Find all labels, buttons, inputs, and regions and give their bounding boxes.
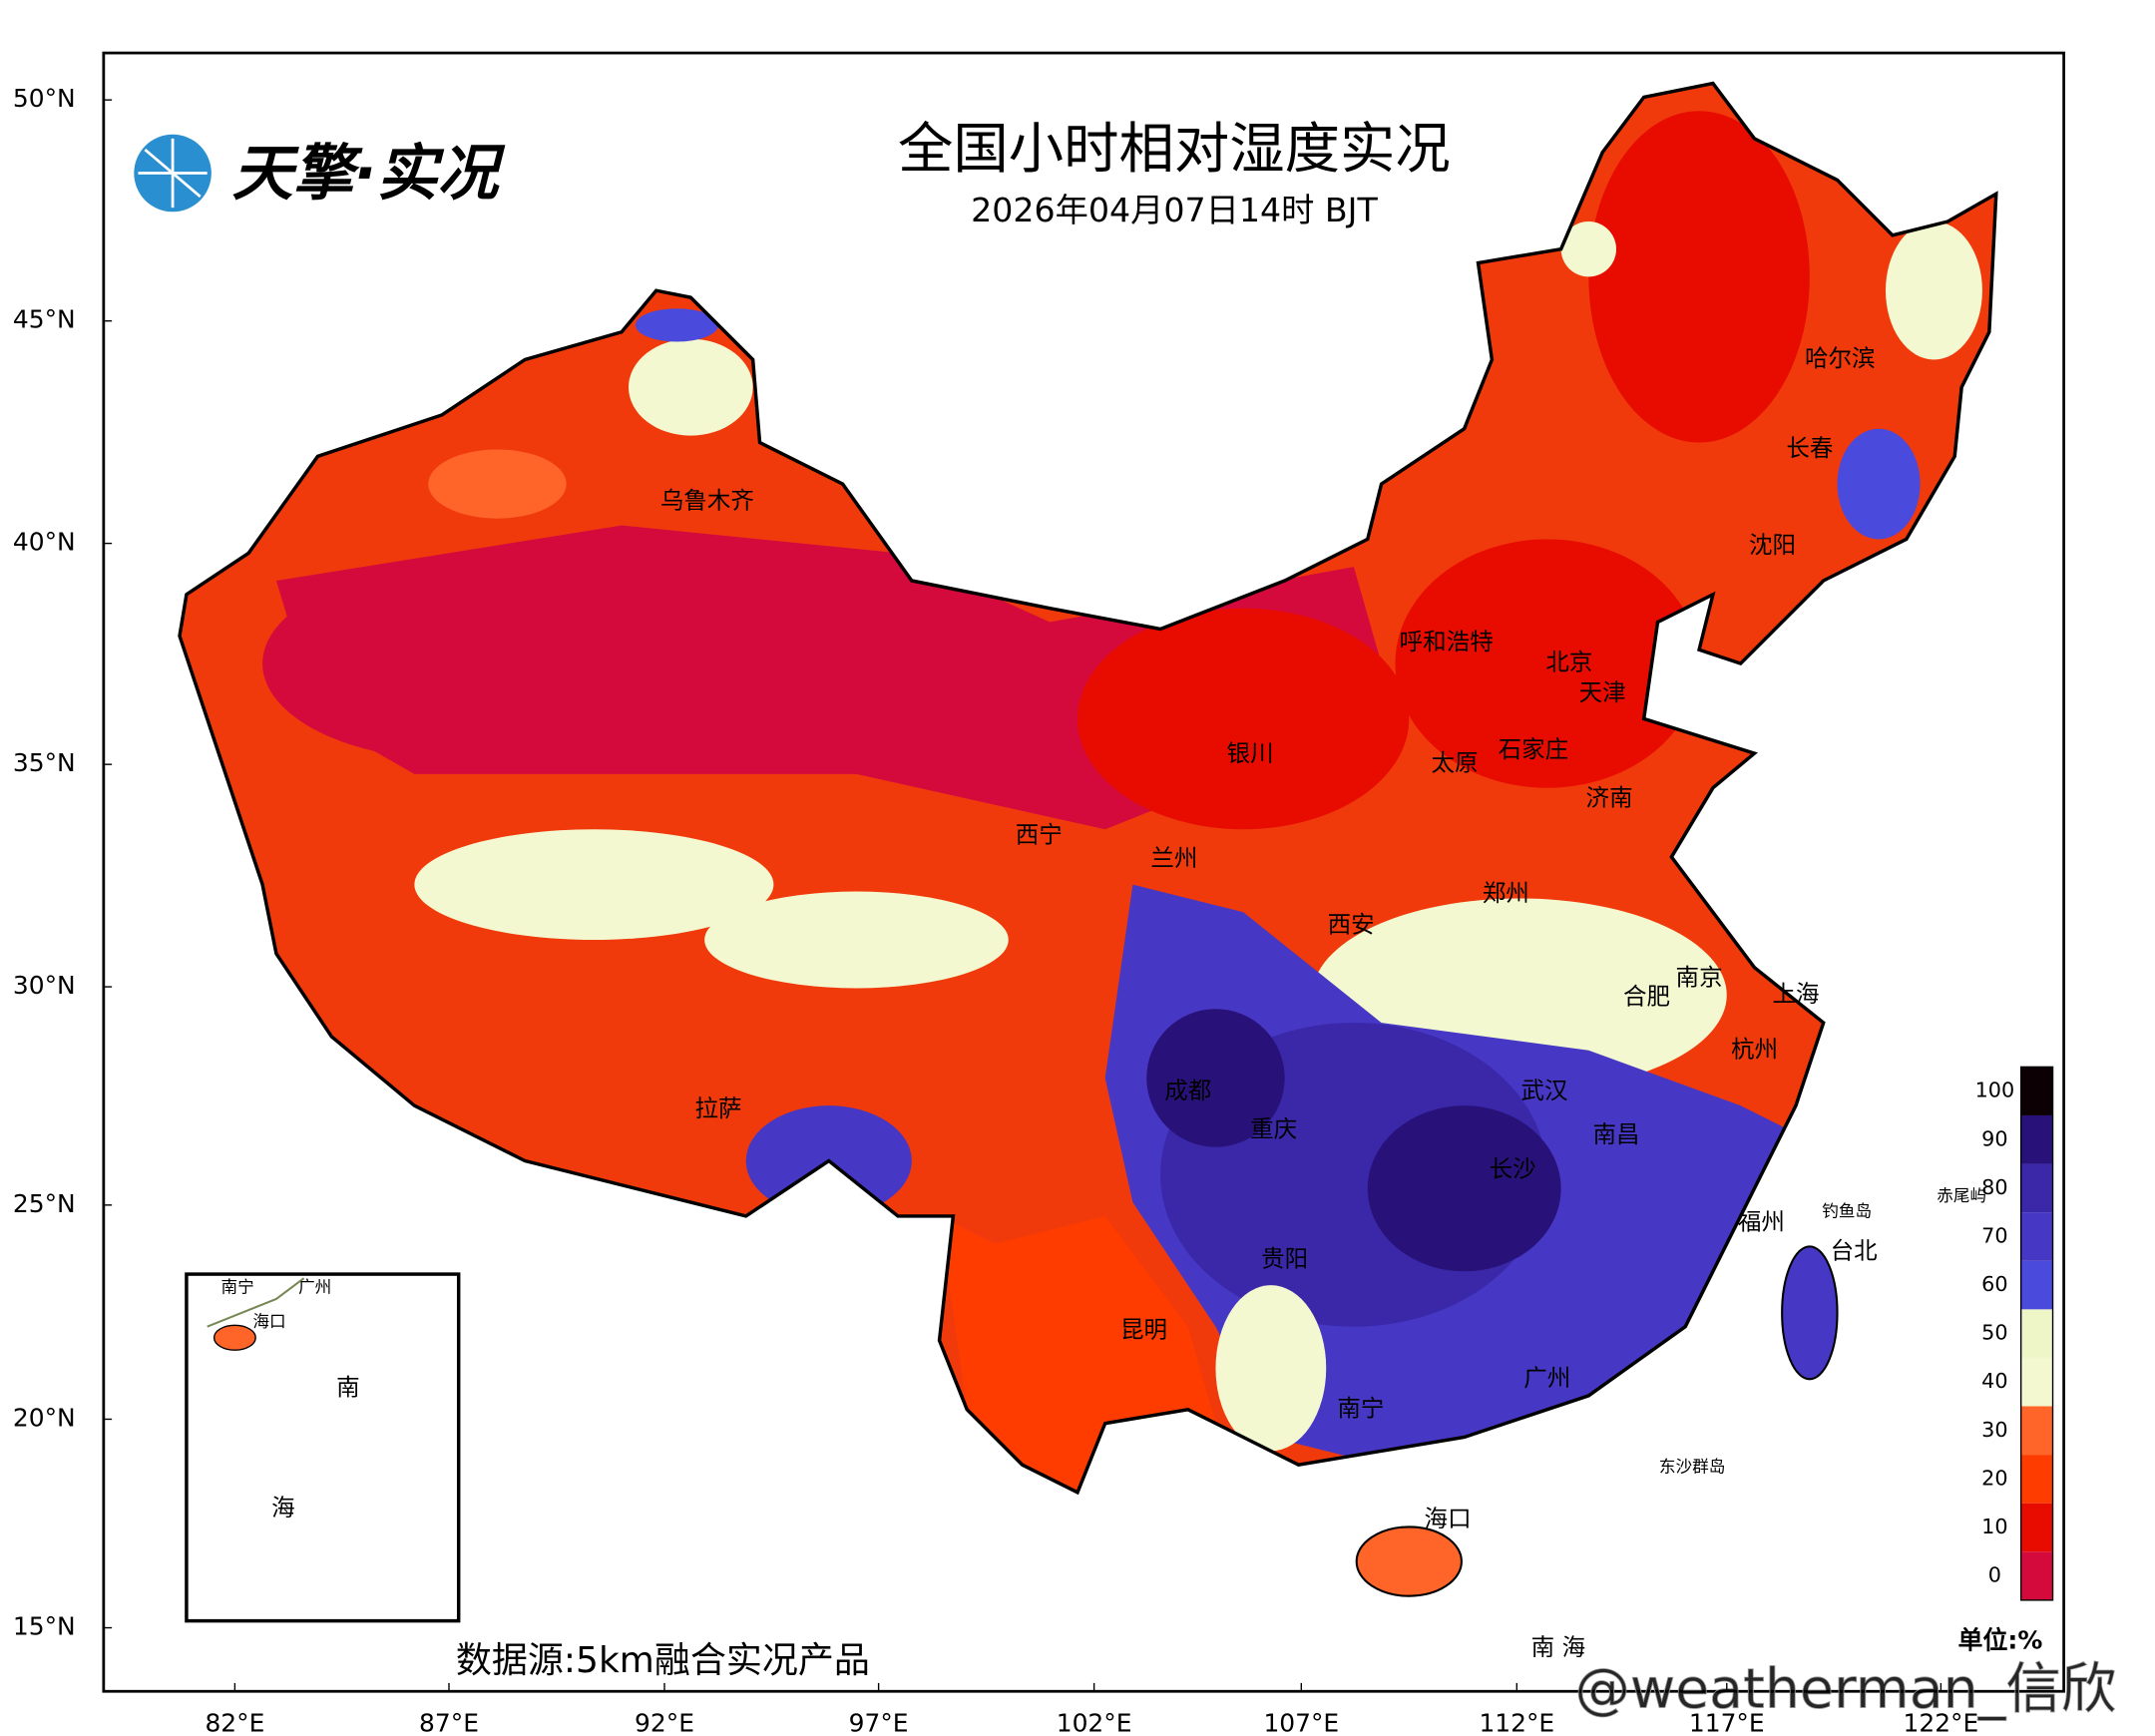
colorbar-tick-label: 100 [1975, 1079, 2015, 1102]
inset-label: 海口 [252, 1312, 285, 1331]
island-label: 钓鱼岛 [1822, 1201, 1872, 1220]
title: 全国小时相对湿度实况 [898, 118, 1451, 182]
colorbar-segment [2020, 1357, 2053, 1407]
subtitle: 2026年04月07日14时 BJT [971, 191, 1378, 229]
colorbar-frame [2020, 1066, 2054, 1601]
lat-label: 35°N [13, 748, 76, 777]
city-label: 海口 [1425, 1505, 1472, 1532]
colorbar-segment [2020, 1455, 2053, 1504]
city-label: 台北 [1831, 1236, 1878, 1264]
colorbar-tick-label: 30 [1981, 1418, 2007, 1442]
colorbar-segment [2020, 1309, 2053, 1358]
lat-label: 30°N [13, 971, 76, 1000]
city-label: 乌鲁木齐 [660, 487, 754, 515]
lat-label: 45°N [13, 305, 76, 334]
lon-label: 82°E [205, 1708, 264, 1736]
logo-text: 天擎·实况 [232, 138, 506, 209]
lat-label: 50°N [13, 84, 76, 113]
colorbar-tick-label: 0 [1988, 1563, 2001, 1587]
city-label: 西安 [1328, 911, 1375, 939]
colorbar-tick-label: 80 [1981, 1175, 2007, 1199]
lon-label: 112°E [1479, 1708, 1554, 1736]
city-label: 合肥 [1623, 983, 1670, 1011]
city-label: 广州 [1523, 1364, 1570, 1392]
lat-label: 40°N [13, 528, 76, 557]
colorbar-tick-label: 40 [1981, 1369, 2007, 1393]
lon-label: 92°E [635, 1708, 694, 1736]
city-label: 哈尔滨 [1805, 344, 1876, 372]
inset-label: 海 [271, 1494, 295, 1521]
inset-coast [207, 1277, 305, 1328]
colorbar-tick-label: 60 [1981, 1272, 2007, 1296]
city-label: 长沙 [1490, 1155, 1536, 1183]
city-label: 济南 [1586, 783, 1633, 811]
island-label: 东沙群岛 [1659, 1457, 1725, 1476]
city-label: 南昌 [1592, 1120, 1639, 1148]
data-source: 数据源:5km融合实况产品 [456, 1640, 870, 1681]
city-label: 西宁 [1016, 821, 1063, 849]
city-label: 昆明 [1120, 1315, 1167, 1343]
colorbar-segment [2020, 1163, 2053, 1213]
city-label: 上海 [1772, 980, 1819, 1008]
lon-label: 87°E [419, 1708, 479, 1736]
hainan [1355, 1525, 1463, 1597]
lon-label: 102°E [1057, 1708, 1132, 1736]
city-label: 天津 [1579, 678, 1626, 706]
city-label: 福州 [1738, 1207, 1785, 1235]
watermark: @weatherman_信欣 [1574, 1658, 2116, 1722]
city-label: 成都 [1164, 1077, 1211, 1104]
city-label: 沈阳 [1749, 531, 1796, 559]
colorbar-segment [2020, 1212, 2053, 1261]
colorbar-tick-label: 50 [1981, 1321, 2007, 1345]
city-label: 郑州 [1483, 879, 1529, 907]
city-label: 太原 [1431, 749, 1478, 777]
colorbar-tick-label: 20 [1981, 1466, 2007, 1490]
city-label: 武汉 [1520, 1077, 1567, 1104]
city-label: 南宁 [1337, 1394, 1384, 1422]
inset-label: 广州 [298, 1277, 331, 1296]
lon-label: 107°E [1263, 1708, 1339, 1736]
colorbar-tick-label: 70 [1981, 1223, 2007, 1247]
city-label: 杭州 [1731, 1035, 1778, 1063]
city-label: 兰州 [1150, 844, 1197, 872]
city-label: 贵阳 [1261, 1245, 1308, 1273]
colorbar-tick-label: 90 [1981, 1126, 2007, 1150]
logo-grid [138, 138, 208, 209]
city-label: 拉萨 [694, 1094, 741, 1122]
colorbar-segment [2020, 1114, 2053, 1164]
colorbar-tick-label: 10 [1981, 1515, 2007, 1538]
inset-label: 南 [336, 1374, 360, 1402]
colorbar-segment [2020, 1067, 2053, 1115]
inset-hainan [213, 1324, 256, 1351]
taiwan [1781, 1245, 1839, 1381]
colorbar-segment [2020, 1503, 2053, 1552]
city-label: 银川 [1227, 739, 1274, 767]
lon-label: 122°E [1904, 1708, 1979, 1736]
lat-label: 25°N [13, 1189, 76, 1218]
colorbar-segment [2020, 1406, 2053, 1456]
lon-label: 117°E [1689, 1708, 1765, 1736]
city-label: 北京 [1545, 649, 1592, 676]
colorbar-segment [2020, 1551, 2053, 1600]
lon-label: 97°E [849, 1708, 909, 1736]
city-label: 长春 [1786, 434, 1833, 462]
city-label: 呼和浩特 [1400, 628, 1494, 655]
lat-label: 15°N [13, 1612, 76, 1641]
colorbar-unit: 单位:% [1958, 1625, 2043, 1654]
inset-label: 南宁 [221, 1277, 254, 1296]
city-label: 石家庄 [1499, 735, 1569, 763]
island-label: 南 海 [1531, 1633, 1586, 1661]
city-label: 南京 [1676, 963, 1723, 991]
lat-label: 20°N [13, 1403, 76, 1432]
island-label: 赤尾屿 [1937, 1186, 1986, 1205]
city-label: 重庆 [1250, 1115, 1297, 1143]
colorbar-segment [2020, 1260, 2053, 1310]
